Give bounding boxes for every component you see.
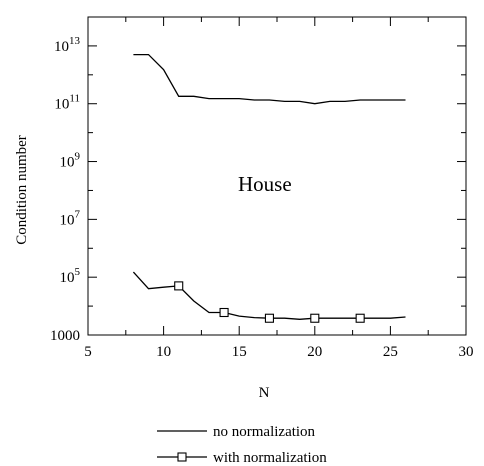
tick-labels-layer: 5 10 15 20 25 30 1000 105 107 109 1011 1013 xyxy=(50,35,474,360)
x-tick-label: 10 xyxy=(156,344,171,360)
data-point-marker xyxy=(219,307,229,318)
y-tick-label: 107 xyxy=(60,208,81,228)
x-tick-label: 30 xyxy=(459,344,474,360)
series-line-with-normalization xyxy=(132,271,406,320)
y-tick-label: 1000 xyxy=(50,328,80,344)
legend: no normalization with normalization xyxy=(157,424,327,466)
x-axis-label: N xyxy=(259,385,270,401)
x-tick-label: 5 xyxy=(84,344,92,360)
data-point-marker xyxy=(355,313,365,323)
legend-marker xyxy=(177,452,187,462)
data-point-marker xyxy=(174,281,184,291)
legend-label: with normalization xyxy=(213,450,327,466)
data-point-marker xyxy=(310,313,320,323)
y-tick-label: 109 xyxy=(60,151,81,171)
series-line-no-normalization xyxy=(133,53,406,105)
y-tick-label: 105 xyxy=(60,266,81,286)
x-tick-label: 25 xyxy=(383,344,398,360)
legend-label: no normalization xyxy=(213,424,316,440)
house-annotation: House xyxy=(238,172,292,196)
x-tick-label: 15 xyxy=(232,344,247,360)
y-tick-label: 1013 xyxy=(54,35,81,55)
axis-ticks-layer xyxy=(87,16,467,336)
data-point-marker xyxy=(264,313,274,323)
y-axis-label: Condition number xyxy=(14,135,30,245)
y-tick-label: 1011 xyxy=(54,93,80,113)
series-layer xyxy=(132,53,406,323)
x-tick-label: 20 xyxy=(307,344,322,360)
